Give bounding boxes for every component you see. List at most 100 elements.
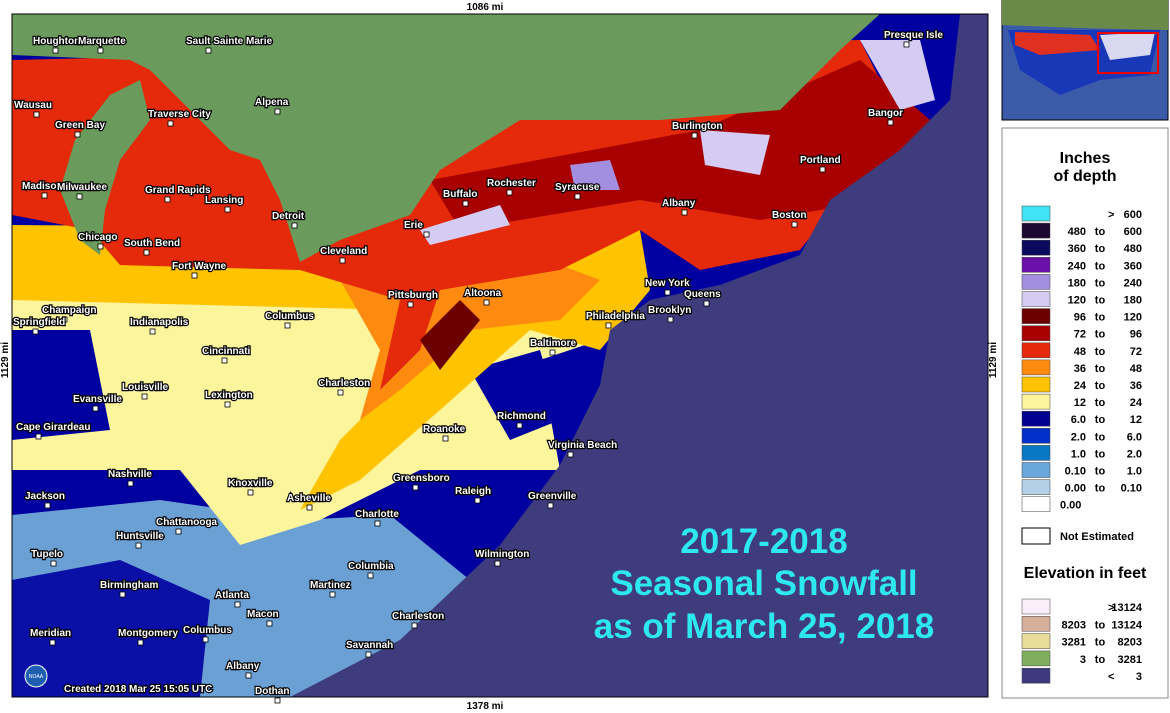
legend-label: 72 (1074, 329, 1086, 341)
city-marker (567, 451, 574, 458)
legend-label: 600 (1124, 226, 1142, 238)
city-marker (494, 560, 501, 567)
legend-label: 180 (1124, 295, 1142, 307)
city-marker (175, 528, 182, 535)
city-label: Charlotte (355, 509, 399, 520)
city-label: Burlington (672, 121, 723, 132)
legend-swatch (1021, 598, 1051, 615)
city-label: Wilmington (475, 549, 529, 560)
city-label: Greensboro (393, 473, 450, 484)
city-label: Buffalo (443, 189, 477, 200)
legend-label: 1.0 (1127, 466, 1142, 478)
legend-label: 13124 (1111, 602, 1142, 614)
legend-rows: >600 480 to 600 360 to 480 240 to 360 180 to 240 120 t… (1021, 205, 1143, 512)
city-label: Macon (247, 609, 279, 620)
city-label: Meridian (30, 628, 71, 639)
city-label: Montgomery (118, 628, 178, 639)
legend-label: to (1095, 637, 1106, 649)
legend-label: Not Estimated (1060, 531, 1134, 543)
city-marker (167, 120, 174, 127)
city-label: Columbus (183, 625, 232, 636)
scale-label: 1129 mi (988, 342, 999, 378)
city-marker (135, 542, 142, 549)
city-label: Knoxville (228, 478, 273, 489)
legend-label: 96 (1130, 329, 1142, 341)
legend-label: > (1108, 602, 1114, 614)
city-label: Virginia Beach (548, 440, 617, 451)
legend-swatch (1021, 667, 1051, 684)
legend-swatch (1021, 650, 1051, 667)
city-marker (407, 301, 414, 308)
city-label: Traverse City (148, 109, 211, 120)
legend-label: 8203 (1118, 637, 1142, 649)
city-label: Boston (772, 210, 806, 221)
city-marker (483, 299, 490, 306)
city-marker (92, 405, 99, 412)
city-label: Houghton (33, 36, 80, 47)
city-marker (119, 591, 126, 598)
city-marker (205, 47, 212, 54)
city-marker (127, 480, 134, 487)
city-marker (516, 422, 523, 429)
city-marker (41, 192, 48, 199)
city-marker (474, 497, 481, 504)
legend-label: 24 (1130, 397, 1143, 409)
legend-label: 72 (1130, 346, 1142, 358)
legend-label: 13124 (1111, 619, 1142, 631)
city-label: Grand Rapids (145, 185, 211, 196)
city-marker (284, 322, 291, 329)
city-marker (374, 520, 381, 527)
legend-label: 36 (1130, 380, 1142, 392)
legend-label: to (1095, 346, 1106, 358)
city-marker (49, 639, 56, 646)
legend-swatch (1021, 291, 1051, 307)
legend-label: to (1095, 414, 1106, 426)
city-label: Columbus (265, 311, 314, 322)
legend-label: to (1095, 380, 1106, 392)
legend-rows: >13124 8203 to 13124 3281 to 8203 3 to 3281 < 3 (1021, 598, 1143, 684)
legend-swatch (1021, 325, 1051, 341)
city-label: Sault Sainte Marie (186, 36, 273, 47)
legend-label: > (1108, 209, 1114, 221)
legend-label: 120 (1068, 295, 1086, 307)
city-marker (423, 231, 430, 238)
legend-label: 96 (1074, 312, 1086, 324)
legend-swatch (1021, 376, 1051, 393)
legend-swatch (1021, 428, 1051, 444)
city-marker (52, 47, 59, 54)
legend-swatch (1021, 393, 1051, 410)
city-marker (224, 206, 231, 213)
city-label: Birmingham (100, 580, 158, 591)
city-label: Baltimore (530, 338, 577, 349)
legend-label: 0.10 (1121, 483, 1142, 495)
city-label: Springfield (13, 317, 65, 328)
legend-label: to (1095, 226, 1106, 238)
city-label: Albany (226, 661, 260, 672)
legend-label: 3281 (1118, 654, 1142, 666)
city-marker (35, 433, 42, 440)
city-label: Rochester (487, 178, 536, 189)
legend-label: 48 (1074, 346, 1086, 358)
legend-label: 0.00 (1065, 483, 1086, 495)
legend-label: 36 (1074, 363, 1086, 375)
scale-label: 1086 mi (467, 2, 504, 13)
legend-label: 600 (1124, 209, 1142, 221)
city-label: Madison (22, 181, 63, 192)
legend-swatch (1021, 222, 1051, 239)
city-marker (32, 328, 39, 335)
scale-label: 1129 mi (0, 342, 11, 378)
city-marker (164, 196, 171, 203)
city-marker (141, 393, 148, 400)
legend-label: to (1095, 466, 1106, 478)
city-marker (274, 108, 281, 115)
city-label: Savannah (346, 640, 393, 651)
legend-swatch (1021, 496, 1051, 512)
city-label: Pittsburgh (388, 290, 438, 301)
city-marker (266, 620, 273, 627)
legend-swatch (1021, 342, 1051, 359)
legend-swatch (1021, 527, 1051, 545)
city-marker (245, 672, 252, 679)
legend-swatch (1021, 410, 1051, 427)
legend-title: Inches (1060, 150, 1111, 167)
